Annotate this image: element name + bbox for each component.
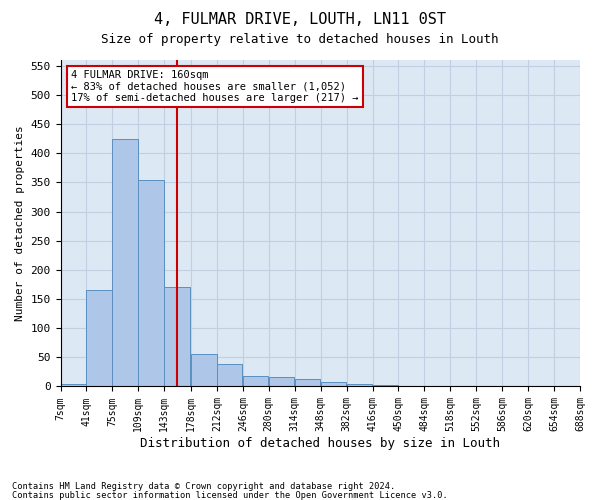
Bar xyxy=(191,354,217,386)
Bar xyxy=(112,138,138,386)
X-axis label: Distribution of detached houses by size in Louth: Distribution of detached houses by size … xyxy=(140,437,500,450)
Bar xyxy=(320,382,346,386)
Bar xyxy=(217,364,242,386)
Bar xyxy=(373,384,398,386)
Text: Size of property relative to detached houses in Louth: Size of property relative to detached ho… xyxy=(101,32,499,46)
Bar xyxy=(61,384,86,386)
Bar xyxy=(139,180,164,386)
Y-axis label: Number of detached properties: Number of detached properties xyxy=(15,126,25,321)
Bar xyxy=(269,376,295,386)
Bar xyxy=(347,384,372,386)
Bar xyxy=(86,290,112,386)
Text: 4, FULMAR DRIVE, LOUTH, LN11 0ST: 4, FULMAR DRIVE, LOUTH, LN11 0ST xyxy=(154,12,446,28)
Bar xyxy=(295,379,320,386)
Bar xyxy=(243,376,268,386)
Bar xyxy=(164,288,190,386)
Text: Contains public sector information licensed under the Open Government Licence v3: Contains public sector information licen… xyxy=(12,490,448,500)
Text: 4 FULMAR DRIVE: 160sqm
← 83% of detached houses are smaller (1,052)
17% of semi-: 4 FULMAR DRIVE: 160sqm ← 83% of detached… xyxy=(71,70,358,103)
Text: Contains HM Land Registry data © Crown copyright and database right 2024.: Contains HM Land Registry data © Crown c… xyxy=(12,482,395,491)
